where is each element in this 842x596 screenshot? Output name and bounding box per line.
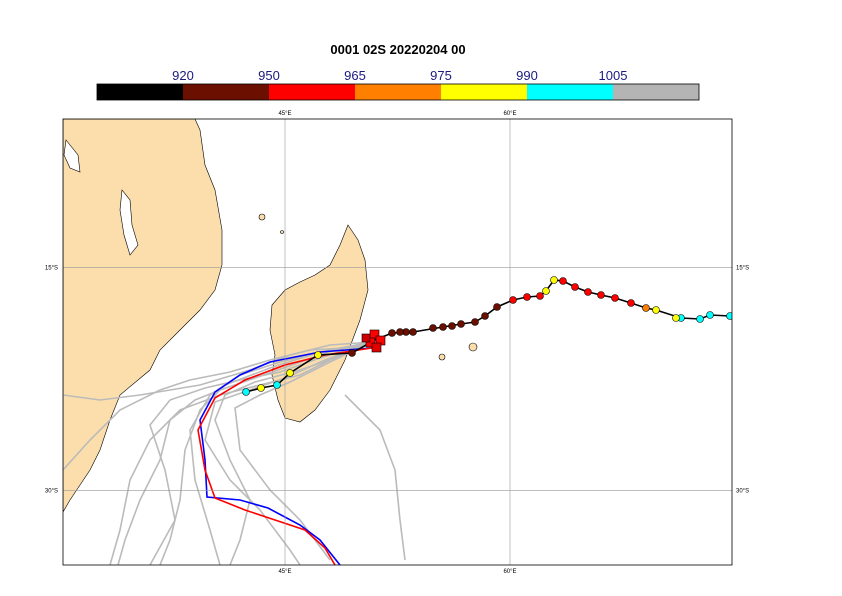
lat-label: 30°S [45,489,58,495]
forecast-track-blue [199,347,373,565]
grid [63,119,732,565]
ensemble-tracks [63,341,406,565]
colorbar-segment [355,84,441,100]
madagascar [269,224,369,423]
title: 0001 02S 20220204 00 [330,42,465,57]
lat-label: 30°S [736,489,749,495]
colorbar-label: 965 [344,68,366,83]
colorbar-frame [96,83,700,101]
colorbar-segment [527,84,613,100]
lat-label: 15°S [736,266,749,272]
lon-label: 45°E [278,111,291,117]
islands [258,213,478,361]
colorbar-label: 1005 [599,68,628,83]
colorbar-label: 975 [430,68,452,83]
track-points [242,276,732,396]
colorbar-label: 920 [172,68,194,83]
map-area [63,119,732,565]
colorbar-label: 950 [258,68,280,83]
axis-labels: 45°E 45°E 60°E 60°E 15°S 15°S 30°S 30°S [45,111,749,575]
colorbar-label: 990 [516,68,538,83]
lon-label: 45°E [278,569,291,575]
africa [63,119,223,513]
lat-label: 15°S [45,266,58,272]
lake [63,139,81,173]
colorbar-segment [269,84,355,100]
colorbar: 920 950 965 975 990 1005 [96,68,700,101]
lon-label: 60°E [503,111,516,117]
map-frame [62,118,733,566]
colorbar-segment [441,84,527,100]
lake [119,189,139,256]
colorbar-segment [183,84,269,100]
colorbar-segment [97,84,183,100]
colorbar-segment [613,84,699,100]
lon-label: 60°E [503,569,516,575]
